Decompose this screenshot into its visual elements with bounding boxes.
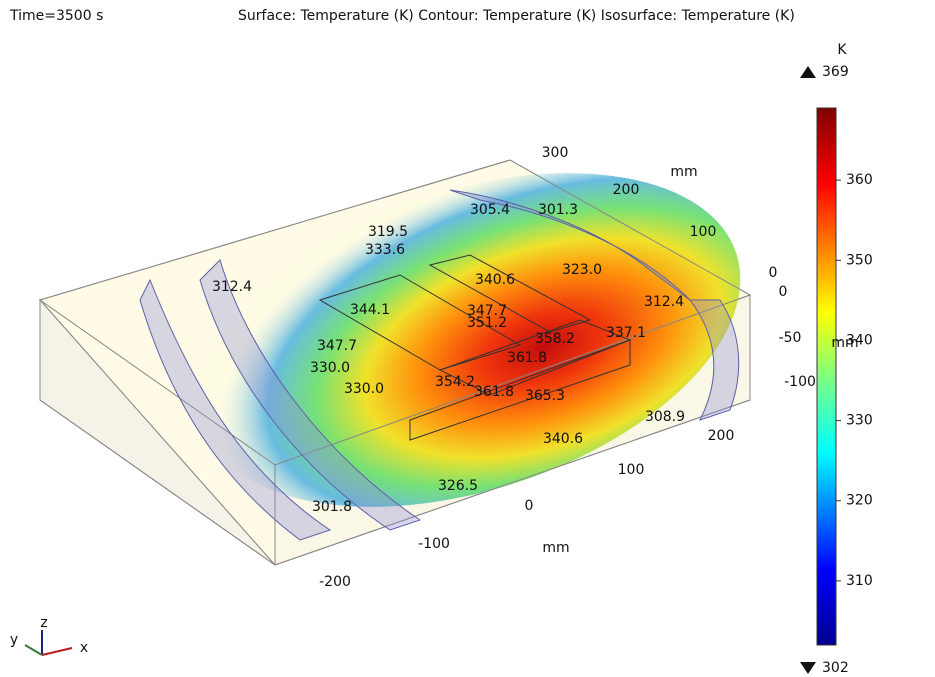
colorbar-tick-label: 310 — [846, 573, 873, 589]
colorbar-unit: K — [837, 42, 847, 58]
colorbar-tick-label: 320 — [846, 493, 873, 509]
contour-label: 337.1 — [606, 325, 646, 341]
axis-label: 100 — [618, 462, 645, 478]
axis-label: 200 — [708, 428, 735, 444]
axis-label: -100 — [418, 536, 450, 552]
triad-y: y — [10, 632, 18, 648]
axis-label: -100 — [784, 374, 816, 390]
axis-label: mm — [542, 540, 569, 556]
plot-title: Surface: Temperature (K) Contour: Temper… — [238, 8, 795, 24]
colorbar — [817, 108, 836, 645]
contour-label: 323.0 — [562, 262, 602, 278]
colorbar-max: 369 — [822, 64, 849, 80]
triad-z: z — [40, 615, 47, 631]
contour-label: 301.3 — [538, 202, 578, 218]
contour-label: 354.2 — [435, 374, 475, 390]
contour-label: 312.4 — [212, 279, 252, 295]
triad — [25, 630, 72, 655]
contour-label: 361.8 — [507, 350, 547, 366]
plot-window: Time=3500 s Surface: Temperature (K) Con… — [0, 0, 935, 677]
contour-label: 347.7 — [317, 338, 357, 354]
contour-label: 330.0 — [310, 360, 350, 376]
contour-label: 340.6 — [543, 431, 583, 447]
colorbar-tick-label: 350 — [846, 252, 873, 268]
axis-label: 0 — [525, 498, 534, 514]
contour-label: 358.2 — [535, 331, 575, 347]
contour-label: 344.1 — [350, 302, 390, 318]
axis-label: -50 — [779, 330, 802, 346]
contour-label: 361.8 — [474, 384, 514, 400]
axis-label: 100 — [690, 224, 717, 240]
axis-label: 0 — [769, 265, 778, 281]
contour-label: 319.5 — [368, 224, 408, 240]
min-arrow — [800, 662, 816, 674]
contour-label: 312.4 — [644, 294, 684, 310]
max-arrow — [800, 66, 816, 78]
contour-label: 308.9 — [645, 409, 685, 425]
contour-label: 365.3 — [525, 388, 565, 404]
contour-label: 305.4 — [470, 202, 510, 218]
contour-label: 340.6 — [475, 272, 515, 288]
contour-label: 301.8 — [312, 499, 352, 515]
contour-label: 330.0 — [344, 381, 384, 397]
colorbar-tick-label: 340 — [846, 332, 873, 348]
axis-label: mm — [670, 164, 697, 180]
colorbar-tick-label: 330 — [846, 413, 873, 429]
axis-label: -200 — [319, 574, 351, 590]
axis-label: 200 — [613, 182, 640, 198]
colorbar-min: 302 — [822, 660, 849, 676]
contour-label: 333.6 — [365, 242, 405, 258]
axis-label: 0 — [779, 284, 788, 300]
triad-x: x — [80, 640, 88, 656]
contour-label: 326.5 — [438, 478, 478, 494]
contour-label: 351.2 — [467, 315, 507, 331]
axis-label: 300 — [542, 145, 569, 161]
time-label: Time=3500 s — [9, 8, 103, 24]
colorbar-tick-label: 360 — [846, 172, 873, 188]
